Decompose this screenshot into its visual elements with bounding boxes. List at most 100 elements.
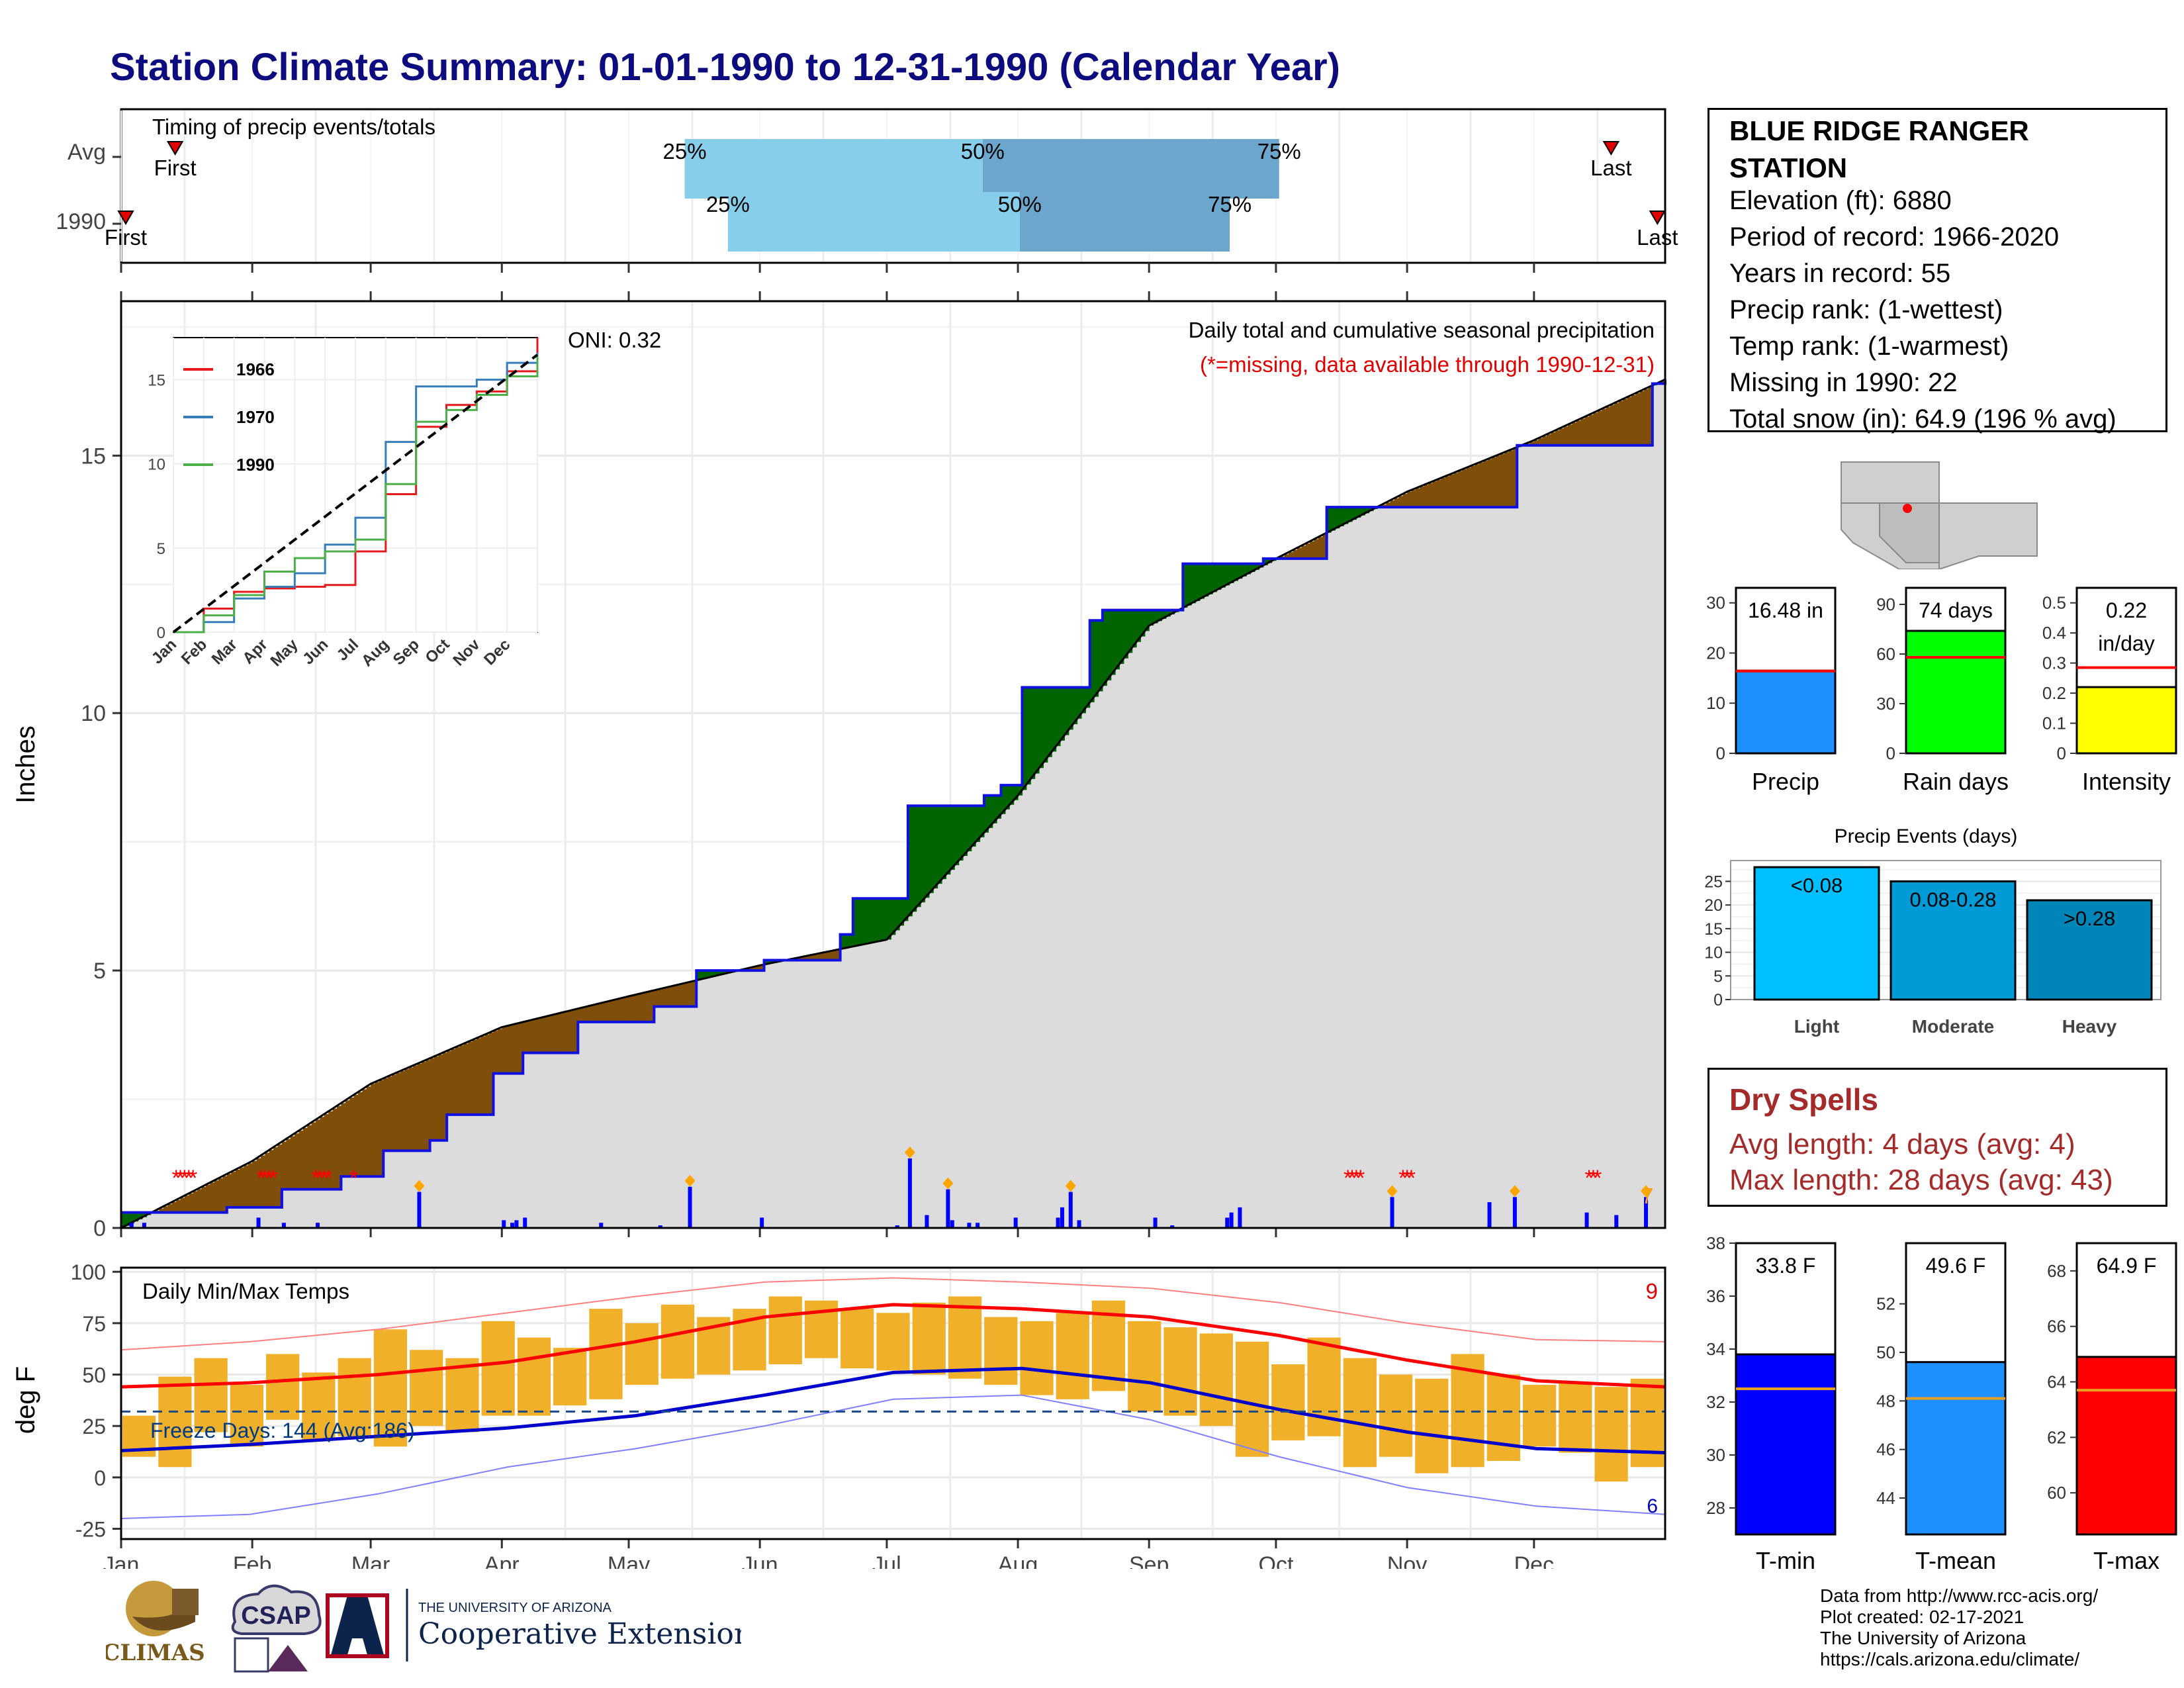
- below-average-band: [438, 1055, 443, 1141]
- precip-ytick-label: 15: [81, 444, 106, 469]
- timing-row-avg-label: Avg: [68, 140, 106, 165]
- daily-precip-bar: [1390, 1197, 1394, 1228]
- above-average-band: [992, 795, 997, 823]
- daily-precip-bar: [1614, 1215, 1619, 1228]
- below-average-band: [417, 1063, 422, 1151]
- above-average-band: [1263, 558, 1268, 565]
- daily-temp-range-bar: [481, 1321, 515, 1416]
- small-bar-ytick-label: 62: [2047, 1427, 2066, 1447]
- below-average-band: [1420, 487, 1425, 508]
- below-average-band: [1538, 438, 1543, 445]
- credit-plot-created: Plot created: 02-17-2021: [1820, 1607, 2025, 1627]
- above-average-band: [1360, 507, 1365, 516]
- below-average-band: [1457, 471, 1463, 508]
- temp-ylabel: deg F: [11, 1366, 40, 1434]
- above-average-band: [861, 898, 866, 945]
- below-average-band: [755, 966, 760, 971]
- below-average-band: [171, 1201, 177, 1213]
- below-average-band: [497, 1029, 502, 1074]
- above-average-band: [1136, 610, 1142, 642]
- above-average-band: [950, 806, 955, 870]
- above-average-band: [937, 806, 942, 884]
- below-average-band: [594, 1004, 600, 1022]
- above-average-band: [916, 806, 921, 908]
- below-average-band: [1584, 416, 1590, 445]
- above-average-band: [1081, 687, 1086, 714]
- daily-temp-range-bar: [1594, 1387, 1628, 1482]
- cumulative-1990-line: [121, 379, 1666, 1214]
- temp-ytick-label: 25: [82, 1415, 106, 1438]
- above-average-band: [967, 806, 972, 851]
- first-marker: [166, 141, 184, 156]
- below-average-band: [421, 1062, 426, 1151]
- above-average-band: [717, 970, 723, 976]
- daily-temp-range-bar: [194, 1358, 228, 1432]
- small-bar-ytick-label: 38: [1706, 1233, 1725, 1253]
- daily-precip-bar: [1153, 1217, 1158, 1228]
- above-average-band: [1098, 620, 1103, 692]
- below-average-band: [357, 1092, 363, 1177]
- below-average-band: [214, 1180, 219, 1213]
- last-label: Last: [1637, 225, 1678, 250]
- above-average-band: [1339, 507, 1344, 526]
- above-average-band: [1250, 563, 1255, 573]
- above-average-band: [125, 1212, 130, 1226]
- daily-temp-range-bar: [625, 1323, 659, 1385]
- below-average-band: [1301, 545, 1306, 559]
- below-average-band: [468, 1041, 473, 1115]
- below-average-band: [277, 1144, 283, 1207]
- above-average-band: [1234, 563, 1239, 581]
- above-average-band: [1242, 563, 1247, 577]
- above-average-band: [907, 806, 913, 917]
- below-average-band: [557, 1013, 562, 1053]
- below-average-band: [222, 1176, 228, 1213]
- below-average-band: [1402, 494, 1408, 508]
- missing-data-marker: *: [1589, 1166, 1598, 1191]
- ua-line1: THE UNIVERSITY OF ARIZONA: [418, 1601, 612, 1615]
- above-average-band: [1183, 563, 1188, 608]
- below-average-band: [295, 1133, 300, 1190]
- tmean-bar-chart: 44 46 48 50 52 49.6 F T-mean: [1876, 1242, 2007, 1574]
- above-average-band: [903, 898, 909, 921]
- small-bar-category-label: T-max: [2093, 1547, 2160, 1574]
- below-average-band: [662, 988, 668, 1007]
- below-average-band: [159, 1208, 164, 1213]
- above-average-band: [1068, 687, 1073, 730]
- above-average-band: [700, 970, 705, 980]
- below-average-band: [1479, 462, 1484, 508]
- below-average-band: [1602, 408, 1607, 445]
- above-average-band: [1013, 785, 1019, 800]
- below-average-band: [430, 1058, 435, 1141]
- below-average-band: [307, 1125, 312, 1190]
- below-average-band: [273, 1147, 279, 1207]
- daily-precip-bar: [523, 1217, 527, 1228]
- small-bar-ytick-label: 28: [1706, 1498, 1725, 1518]
- month-label: Jun: [742, 1552, 778, 1569]
- above-average-band: [1220, 563, 1226, 588]
- above-average-band: [121, 1212, 126, 1228]
- below-average-band: [1588, 414, 1594, 445]
- above-average-band: [1161, 610, 1167, 619]
- missing-data-marker: *: [1398, 1166, 1407, 1191]
- small-bar-value: [1735, 669, 1837, 755]
- small-bar-value: [1905, 1361, 2007, 1536]
- below-average-band: [1627, 397, 1632, 445]
- below-average-band: [387, 1076, 392, 1151]
- first-label: First: [105, 225, 147, 250]
- below-average-band: [760, 965, 765, 971]
- daily-precip-bar: [1229, 1212, 1234, 1228]
- precip-missing-markers: ***** **** **** * **** *** ***: [171, 1166, 1602, 1191]
- below-average-band: [502, 1027, 507, 1074]
- below-average-band: [1284, 554, 1289, 559]
- below-average-band: [1529, 442, 1535, 445]
- below-average-band: [1610, 404, 1615, 445]
- below-average-band: [316, 1119, 321, 1190]
- daily-temp-range-bar: [1235, 1341, 1269, 1457]
- below-average-band: [573, 1009, 578, 1053]
- below-average-band: [1483, 461, 1488, 508]
- above-average-band: [848, 934, 854, 948]
- dry-spells-title: Dry Spells: [1729, 1082, 1878, 1117]
- above-average-band: [1047, 687, 1052, 757]
- events-category-label: Light: [1794, 1016, 1839, 1037]
